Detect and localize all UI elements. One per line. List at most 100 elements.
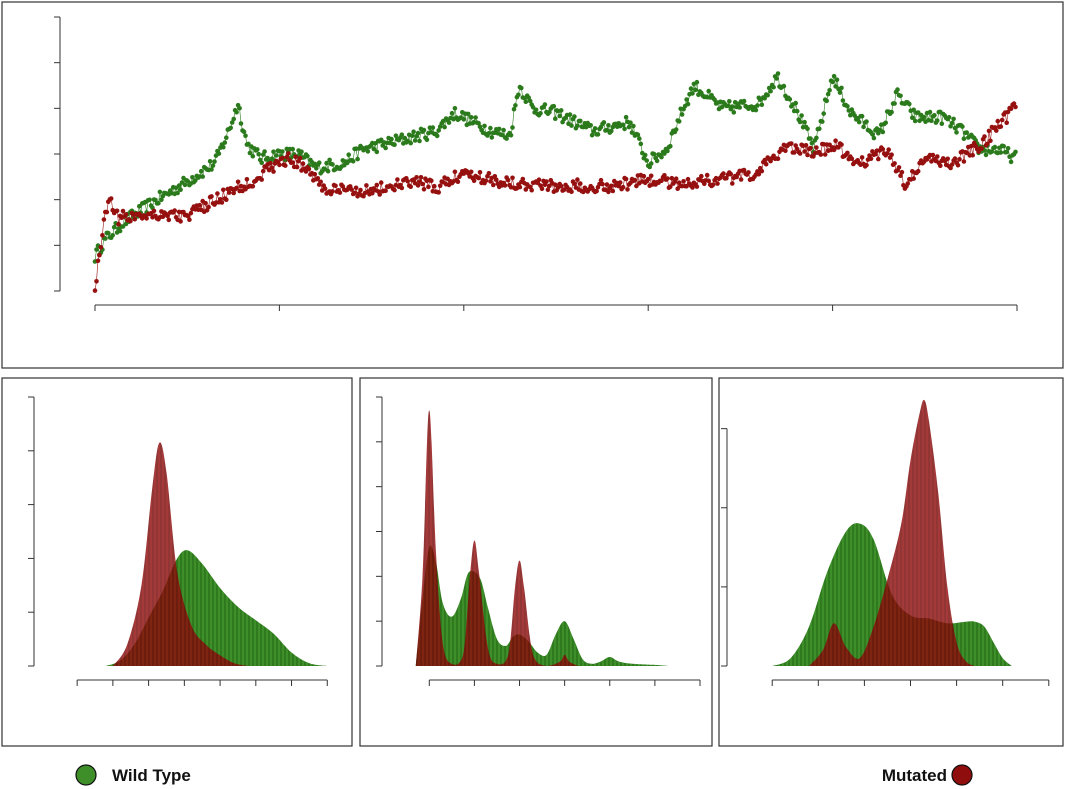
panel-d-frame xyxy=(718,377,1064,747)
data-point xyxy=(262,149,267,154)
data-point xyxy=(111,224,117,230)
data-point xyxy=(575,177,580,182)
data-point xyxy=(775,156,781,162)
legend-wild-label: Wild Type xyxy=(112,766,191,785)
data-point xyxy=(730,181,735,186)
data-point xyxy=(553,116,558,121)
data-point xyxy=(250,184,256,189)
data-point xyxy=(588,123,593,128)
data-point xyxy=(389,136,394,142)
data-point xyxy=(409,133,415,139)
data-point xyxy=(809,140,815,146)
data-point xyxy=(488,125,493,131)
data-point xyxy=(286,151,291,156)
data-point xyxy=(635,132,641,137)
data-point xyxy=(200,174,205,179)
data-point xyxy=(209,194,214,199)
data-point xyxy=(538,111,543,116)
data-point xyxy=(870,132,875,137)
data-point xyxy=(964,130,970,135)
data-point xyxy=(350,159,356,164)
data-point xyxy=(229,120,235,125)
data-point xyxy=(589,132,595,138)
data-point xyxy=(290,160,296,165)
data-point xyxy=(513,103,518,108)
data-point xyxy=(175,190,180,196)
data-point xyxy=(679,112,685,117)
data-point xyxy=(572,181,577,187)
series-wild xyxy=(92,71,1018,264)
data-point xyxy=(728,171,734,177)
data-point xyxy=(949,162,955,167)
data-point xyxy=(185,213,191,219)
data-point xyxy=(1005,109,1011,115)
data-point xyxy=(880,129,886,135)
data-point xyxy=(803,143,809,148)
density-wild xyxy=(415,545,669,666)
data-point xyxy=(496,126,502,132)
data-point xyxy=(486,131,492,136)
data-point xyxy=(238,121,244,126)
data-point xyxy=(558,108,564,113)
data-point xyxy=(374,182,380,188)
data-point xyxy=(762,157,767,163)
data-point xyxy=(1004,149,1009,155)
data-point xyxy=(899,169,905,175)
legend-wild-marker xyxy=(75,764,97,786)
data-point xyxy=(300,161,306,166)
data-point xyxy=(704,172,710,178)
data-point xyxy=(455,179,461,185)
data-point xyxy=(322,186,328,191)
data-point xyxy=(244,177,250,182)
data-point xyxy=(631,123,636,129)
data-point xyxy=(533,107,539,113)
data-point xyxy=(1005,146,1011,151)
data-point xyxy=(246,141,251,147)
data-point xyxy=(128,218,133,224)
data-point xyxy=(352,190,357,196)
data-point xyxy=(483,178,489,184)
data-point xyxy=(725,103,731,109)
data-point xyxy=(106,230,111,236)
data-point xyxy=(575,123,580,128)
density-mut xyxy=(112,442,249,666)
data-point xyxy=(411,129,416,134)
data-point xyxy=(647,164,652,170)
data-point xyxy=(569,189,574,194)
data-point xyxy=(578,118,583,124)
data-point xyxy=(759,168,765,174)
data-point xyxy=(299,149,304,154)
data-point xyxy=(197,202,202,208)
data-point xyxy=(994,128,999,133)
data-point xyxy=(791,150,797,155)
data-point xyxy=(1013,104,1018,110)
data-point xyxy=(424,137,430,143)
data-point xyxy=(103,236,108,241)
data-point xyxy=(489,135,495,140)
data-point xyxy=(502,183,508,188)
legend: Wild Type Mutated xyxy=(75,764,973,786)
data-point xyxy=(569,123,574,128)
data-point xyxy=(254,147,260,152)
legend-mut-marker xyxy=(951,764,973,786)
data-point xyxy=(684,97,689,102)
data-point xyxy=(952,156,958,161)
data-point xyxy=(182,182,188,188)
data-point xyxy=(836,145,841,150)
data-point xyxy=(988,138,993,144)
data-point xyxy=(727,99,732,104)
panel-a xyxy=(54,16,1018,311)
data-point xyxy=(939,121,945,126)
series-line-segment xyxy=(102,219,105,236)
data-point xyxy=(675,186,680,191)
data-point xyxy=(665,148,670,154)
data-point xyxy=(616,183,621,189)
data-point xyxy=(504,136,509,141)
data-point xyxy=(949,120,955,126)
data-point xyxy=(808,145,813,151)
data-point xyxy=(896,165,902,170)
data-point xyxy=(92,288,98,293)
data-point xyxy=(97,252,102,258)
series-line-segment xyxy=(239,108,242,124)
